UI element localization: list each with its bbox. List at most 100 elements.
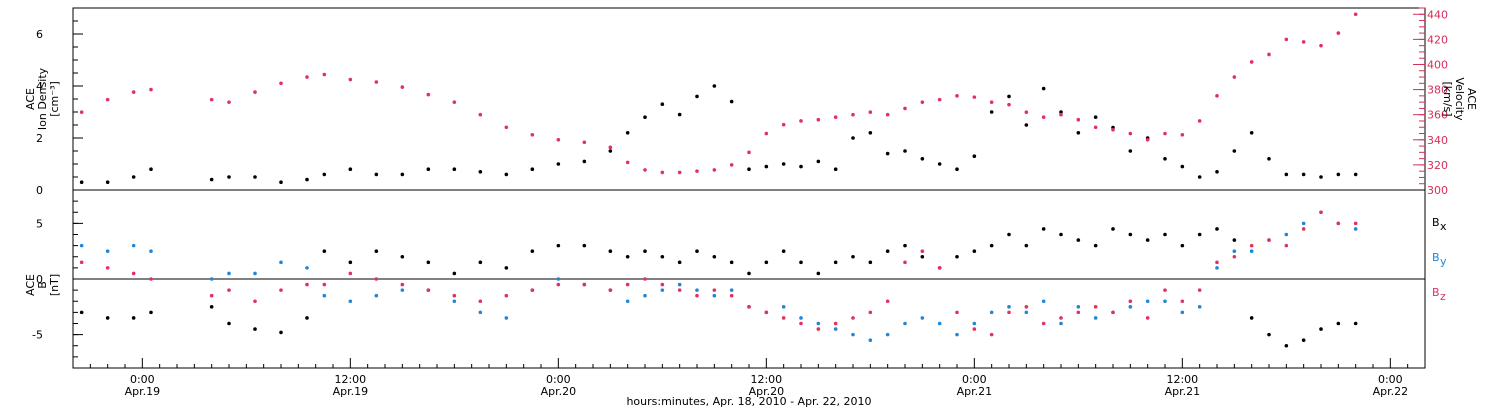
point-velocity xyxy=(799,119,803,123)
point-bz xyxy=(903,260,907,265)
top-left-tick-label: 0 xyxy=(36,184,43,197)
point-bx xyxy=(1076,238,1081,242)
point-by xyxy=(1128,305,1133,309)
point-ion-density xyxy=(955,167,959,171)
point-velocity xyxy=(452,100,457,104)
point-by xyxy=(695,288,699,292)
legend-entry: B xyxy=(1432,251,1440,264)
point-velocity xyxy=(1041,115,1046,119)
bottom-left-tick-label: -5 xyxy=(32,329,43,342)
point-velocity xyxy=(625,160,630,165)
point-bz xyxy=(1093,305,1098,309)
point-bx xyxy=(504,266,509,270)
point-velocity xyxy=(955,94,959,98)
point-velocity xyxy=(530,132,535,137)
point-ion-density xyxy=(851,136,855,140)
point-velocity xyxy=(747,150,751,155)
point-bz xyxy=(1024,305,1029,309)
point-velocity xyxy=(920,100,925,104)
point-bz xyxy=(1267,238,1271,242)
point-velocity xyxy=(1301,40,1306,44)
point-bx xyxy=(764,260,769,265)
point-bz xyxy=(105,266,110,270)
point-velocity xyxy=(227,100,231,104)
top-right-tick-label: 440 xyxy=(1427,8,1448,21)
legend-entry-subscript: y xyxy=(1440,255,1447,268)
point-velocity xyxy=(1180,132,1185,137)
point-bz xyxy=(1145,316,1150,320)
top-right-ylabel-line1: ACE xyxy=(1465,88,1478,110)
x-tick-date: Apr.21 xyxy=(1165,385,1201,398)
point-by xyxy=(868,338,873,342)
point-velocity xyxy=(833,115,838,119)
point-bz xyxy=(1111,310,1115,315)
point-bz xyxy=(1215,260,1219,265)
point-ion-density xyxy=(1249,131,1254,135)
point-by xyxy=(1353,227,1358,231)
point-bx xyxy=(79,310,84,315)
point-by xyxy=(955,332,959,337)
point-bz xyxy=(149,277,153,281)
point-by xyxy=(920,316,925,320)
x-tick-time: 0:00 xyxy=(962,373,987,386)
point-bx xyxy=(556,243,561,248)
point-bz xyxy=(955,310,959,315)
point-ion-density xyxy=(903,149,907,153)
point-bx xyxy=(625,254,630,259)
point-velocity xyxy=(253,90,257,94)
point-velocity xyxy=(972,95,977,99)
point-bx xyxy=(322,249,327,253)
point-by xyxy=(504,316,509,320)
point-velocity xyxy=(1336,31,1341,35)
point-ion-density xyxy=(781,162,786,166)
point-bz xyxy=(305,282,309,287)
point-bx xyxy=(1163,232,1167,237)
point-bz xyxy=(348,271,353,276)
point-bx xyxy=(1007,232,1011,237)
point-ion-density xyxy=(556,162,561,166)
point-by xyxy=(348,299,353,304)
point-bx xyxy=(452,271,457,276)
point-by xyxy=(1301,221,1306,226)
point-velocity xyxy=(1093,125,1098,130)
point-bz xyxy=(1284,243,1289,248)
point-bz xyxy=(478,299,483,304)
point-ion-density xyxy=(452,167,457,171)
top-left-ylabel-line1: ACE xyxy=(24,88,37,110)
point-ion-density xyxy=(1180,164,1185,169)
x-tick-time: 12:00 xyxy=(334,373,366,386)
point-bz xyxy=(131,271,136,276)
point-ion-density xyxy=(1267,157,1271,161)
point-ion-density xyxy=(79,180,84,184)
point-bz xyxy=(374,277,379,281)
top-right-tick-label: 400 xyxy=(1427,58,1448,71)
point-bz xyxy=(764,310,769,315)
point-bz xyxy=(660,282,665,287)
point-by xyxy=(452,299,457,304)
top-series xyxy=(79,12,1358,184)
point-ion-density xyxy=(1353,172,1358,177)
point-velocity xyxy=(478,112,483,117)
point-bz xyxy=(79,260,84,265)
point-bz xyxy=(1249,243,1254,248)
top-right-axis: 300 320 340 360 380 400 420 440 xyxy=(1413,7,1448,197)
point-bz xyxy=(643,277,647,281)
point-by xyxy=(1024,310,1029,315)
top-right-tick-label: 320 xyxy=(1427,159,1448,172)
point-ion-density xyxy=(227,175,231,179)
x-tick-time: 12:00 xyxy=(1166,373,1198,386)
x-axis-label: hours:minutes, Apr. 18, 2010 - Apr. 22, … xyxy=(626,395,871,408)
point-bx xyxy=(989,243,994,248)
point-velocity xyxy=(1284,37,1289,42)
point-ion-density xyxy=(972,154,977,158)
point-velocity xyxy=(643,168,647,172)
point-bz xyxy=(1059,316,1063,320)
point-bx xyxy=(1128,232,1133,237)
legend-entry: B xyxy=(1432,216,1440,229)
point-velocity xyxy=(1232,75,1237,79)
point-by xyxy=(1284,232,1289,237)
point-bz xyxy=(556,282,561,287)
point-by xyxy=(1232,249,1237,253)
top-right-ylabel-line2: Velocity xyxy=(1453,77,1466,121)
